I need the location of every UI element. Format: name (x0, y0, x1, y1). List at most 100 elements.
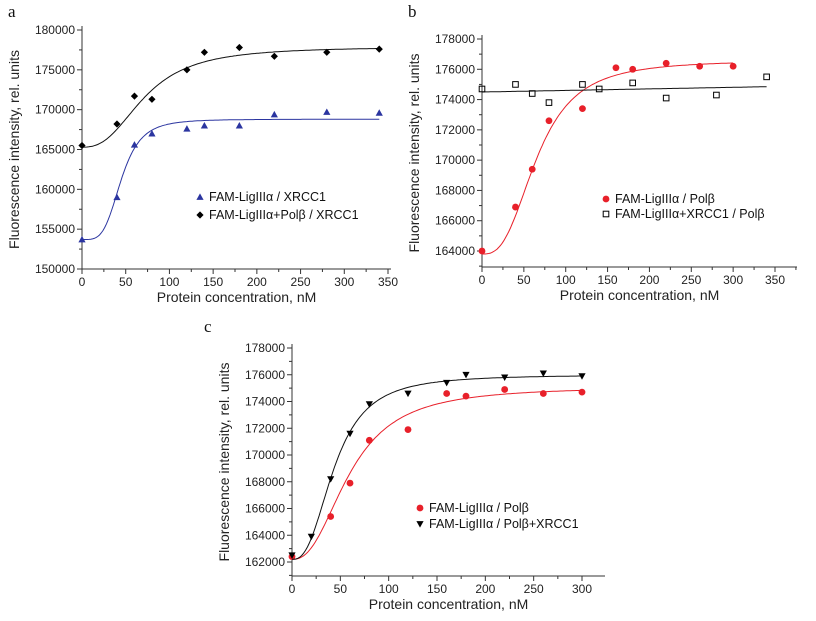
data-point (365, 436, 373, 444)
y-tick-label: 172000 (435, 123, 475, 137)
data-point (78, 235, 86, 243)
legend-marker (196, 193, 204, 200)
x-tick-label: 100 (556, 273, 576, 287)
y-tick-label: 160000 (35, 182, 75, 196)
data-point (578, 373, 586, 380)
x-tick-label: 200 (639, 273, 659, 287)
y-axis-label: Fluorescence intensity, rel. units (6, 50, 22, 249)
legend-marker (416, 504, 424, 512)
legend-label: FAM-LigIIIα / Polβ (429, 501, 529, 515)
chart-panel-b: b 164000 166000 168000 170000 172000 174000 176… (406, 2, 797, 303)
data-point (270, 110, 278, 118)
data-point (288, 552, 296, 559)
x-axis-label: Protein concentration, nM (157, 289, 317, 305)
y-tick-label: 178000 (245, 341, 285, 355)
x-tick-label: 0 (479, 273, 486, 287)
data-point (346, 479, 354, 487)
y-tick-label: 168000 (245, 475, 285, 489)
data-point (443, 379, 451, 387)
data-point (579, 81, 586, 88)
x-tick-label: 250 (524, 582, 544, 596)
chart-panel-c: c 162000 164000 166000 168000 170000 172000 174… (204, 317, 605, 612)
data-point (130, 92, 139, 100)
y-tick-label: 172000 (245, 421, 285, 435)
y-tick-label: 150000 (35, 262, 75, 276)
data-point (462, 371, 470, 379)
data-point (713, 91, 720, 99)
y-tick-label: 174000 (435, 93, 475, 107)
data-point (478, 247, 486, 255)
legend-marker (602, 195, 610, 203)
data-point (539, 370, 547, 378)
data-point (501, 374, 509, 382)
x-tick-label: 300 (334, 275, 354, 289)
data-point (113, 120, 121, 128)
x-tick-label: 100 (159, 275, 179, 289)
legend-label: FAM-LigIIIα / Polβ+XRCC1 (429, 517, 579, 531)
panel-label: b (408, 2, 417, 21)
x-tick-label: 350 (378, 275, 398, 289)
data-point (512, 81, 519, 88)
data-point (478, 85, 486, 93)
data-point (323, 48, 331, 56)
y-tick-label: 162000 (245, 555, 285, 569)
data-point (763, 73, 770, 81)
data-point (375, 45, 383, 53)
data-point (307, 533, 315, 541)
y-tick-label: 170000 (245, 448, 285, 462)
x-tick-label: 300 (723, 273, 743, 287)
data-point (200, 122, 208, 129)
data-point (443, 390, 451, 397)
data-point (327, 476, 335, 483)
fit-curve (82, 48, 380, 148)
data-point (375, 109, 383, 116)
legend-marker (196, 211, 204, 219)
x-tick-label: 150 (203, 275, 223, 289)
fit-curve (292, 375, 582, 560)
x-tick-label: 0 (289, 582, 296, 596)
y-tick-label: 178000 (435, 32, 475, 46)
data-point (235, 43, 243, 52)
y-tick-label: 155000 (35, 222, 75, 236)
data-point (729, 62, 737, 70)
data-point (323, 108, 331, 115)
x-tick-label: 250 (291, 275, 311, 289)
legend-label: FAM-LigIIIα / Polβ (615, 192, 715, 206)
y-tick-label: 176000 (245, 368, 285, 382)
y-tick-label: 165000 (35, 143, 75, 157)
data-point (327, 513, 335, 520)
x-tick-label: 150 (598, 273, 618, 287)
legend-marker (416, 521, 424, 528)
fit-curve (482, 62, 734, 255)
panel-label: a (8, 2, 16, 21)
fit-curve (82, 118, 380, 240)
y-tick-label: 175000 (35, 63, 75, 77)
data-point (595, 85, 603, 93)
data-point (578, 388, 586, 396)
chart-panel-a: a 150000 155000 160000 165000 170000 175000 180… (6, 2, 398, 305)
data-point (346, 430, 354, 438)
y-tick-label: 174000 (245, 395, 285, 409)
y-axis-label: Fluorescence intensity, rel. units (406, 54, 422, 253)
data-point (183, 66, 191, 74)
data-point (629, 65, 637, 73)
data-point (629, 79, 636, 87)
x-axis-label: Protein concentration, nM (369, 596, 529, 612)
legend-marker (602, 210, 610, 218)
data-point (545, 117, 553, 125)
y-tick-label: 180000 (35, 23, 75, 37)
x-tick-label: 100 (379, 582, 399, 596)
y-tick-label: 168000 (435, 183, 475, 197)
legend-label: FAM-LigIIIα / XRCC1 (209, 190, 326, 204)
data-point (404, 390, 412, 398)
fit-curve (482, 86, 767, 93)
data-point (183, 125, 191, 132)
x-tick-label: 200 (475, 582, 495, 596)
data-point (148, 129, 156, 137)
x-tick-label: 50 (517, 273, 531, 287)
x-tick-label: 250 (681, 273, 701, 287)
x-tick-label: 200 (247, 275, 267, 289)
y-tick-label: 166000 (245, 502, 285, 516)
data-point (528, 165, 536, 173)
y-tick-label: 176000 (435, 62, 475, 76)
